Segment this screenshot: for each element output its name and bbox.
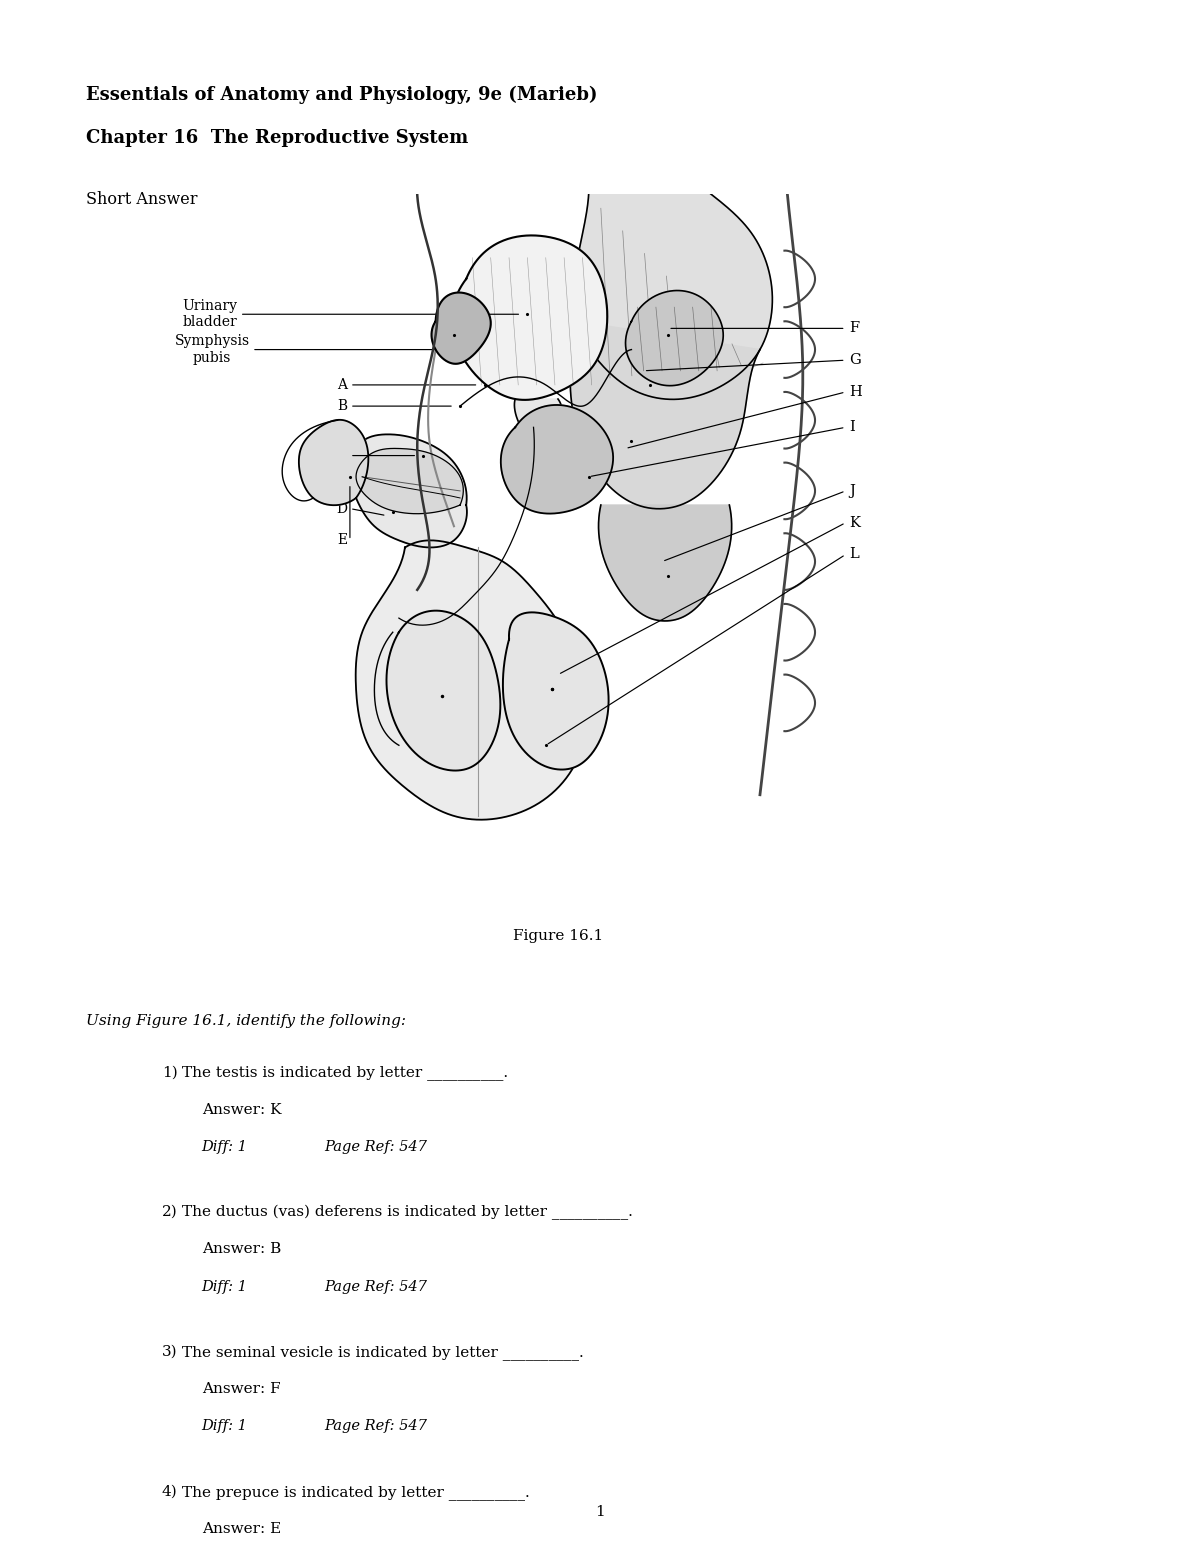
Text: The testis is indicated by letter __________.: The testis is indicated by letter ______… xyxy=(182,1065,509,1081)
Text: Page Ref: 547: Page Ref: 547 xyxy=(324,1280,427,1294)
Text: Urinary
bladder: Urinary bladder xyxy=(182,300,238,329)
Text: 1: 1 xyxy=(595,1505,605,1519)
Text: Short Answer: Short Answer xyxy=(86,191,198,208)
Text: K: K xyxy=(850,516,860,530)
Text: D: D xyxy=(336,502,348,516)
Polygon shape xyxy=(599,505,732,621)
Text: Answer: F: Answer: F xyxy=(202,1382,281,1396)
Text: 1): 1) xyxy=(162,1065,178,1079)
Text: Page Ref: 547: Page Ref: 547 xyxy=(324,1419,427,1433)
Text: Chapter 16  The Reproductive System: Chapter 16 The Reproductive System xyxy=(86,129,469,148)
Text: Diff: 1: Diff: 1 xyxy=(202,1140,247,1154)
Text: G: G xyxy=(850,353,860,367)
Text: Diff: 1: Diff: 1 xyxy=(202,1280,247,1294)
Polygon shape xyxy=(432,292,491,363)
Text: 2): 2) xyxy=(162,1205,178,1219)
Polygon shape xyxy=(386,610,500,770)
Polygon shape xyxy=(515,399,562,441)
Text: Page Ref: 547: Page Ref: 547 xyxy=(324,1140,427,1154)
Text: 4): 4) xyxy=(162,1485,178,1499)
Text: J: J xyxy=(850,485,856,499)
Polygon shape xyxy=(355,540,586,820)
Polygon shape xyxy=(503,612,608,770)
Text: Essentials of Anatomy and Physiology, 9e (Marieb): Essentials of Anatomy and Physiology, 9e… xyxy=(86,85,598,104)
Polygon shape xyxy=(570,321,760,509)
Text: F: F xyxy=(850,321,859,335)
Polygon shape xyxy=(574,157,773,399)
Text: Answer: K: Answer: K xyxy=(202,1103,281,1117)
Text: 3): 3) xyxy=(162,1345,178,1359)
Text: Symphysis
pubis: Symphysis pubis xyxy=(174,334,250,365)
Text: The seminal vesicle is indicated by letter __________.: The seminal vesicle is indicated by lett… xyxy=(182,1345,584,1360)
Text: Answer: B: Answer: B xyxy=(202,1242,281,1256)
Text: C: C xyxy=(337,449,348,463)
Polygon shape xyxy=(356,449,463,514)
Text: A: A xyxy=(337,377,348,391)
Text: H: H xyxy=(850,385,862,399)
Polygon shape xyxy=(349,435,467,548)
Text: Using Figure 16.1, identify the following:: Using Figure 16.1, identify the followin… xyxy=(86,1014,407,1028)
Text: Diff: 1: Diff: 1 xyxy=(202,1419,247,1433)
Text: I: I xyxy=(850,421,854,435)
Text: The ductus (vas) deferens is indicated by letter __________.: The ductus (vas) deferens is indicated b… xyxy=(182,1205,634,1221)
Polygon shape xyxy=(452,236,607,399)
Text: Answer: E: Answer: E xyxy=(202,1522,281,1536)
Polygon shape xyxy=(299,419,368,505)
Polygon shape xyxy=(625,290,724,385)
Text: B: B xyxy=(337,399,348,413)
Text: L: L xyxy=(850,548,859,562)
Text: The prepuce is indicated by letter __________.: The prepuce is indicated by letter _____… xyxy=(182,1485,530,1500)
Text: E: E xyxy=(337,533,348,547)
Text: Figure 16.1: Figure 16.1 xyxy=(512,929,604,943)
Polygon shape xyxy=(500,405,613,514)
